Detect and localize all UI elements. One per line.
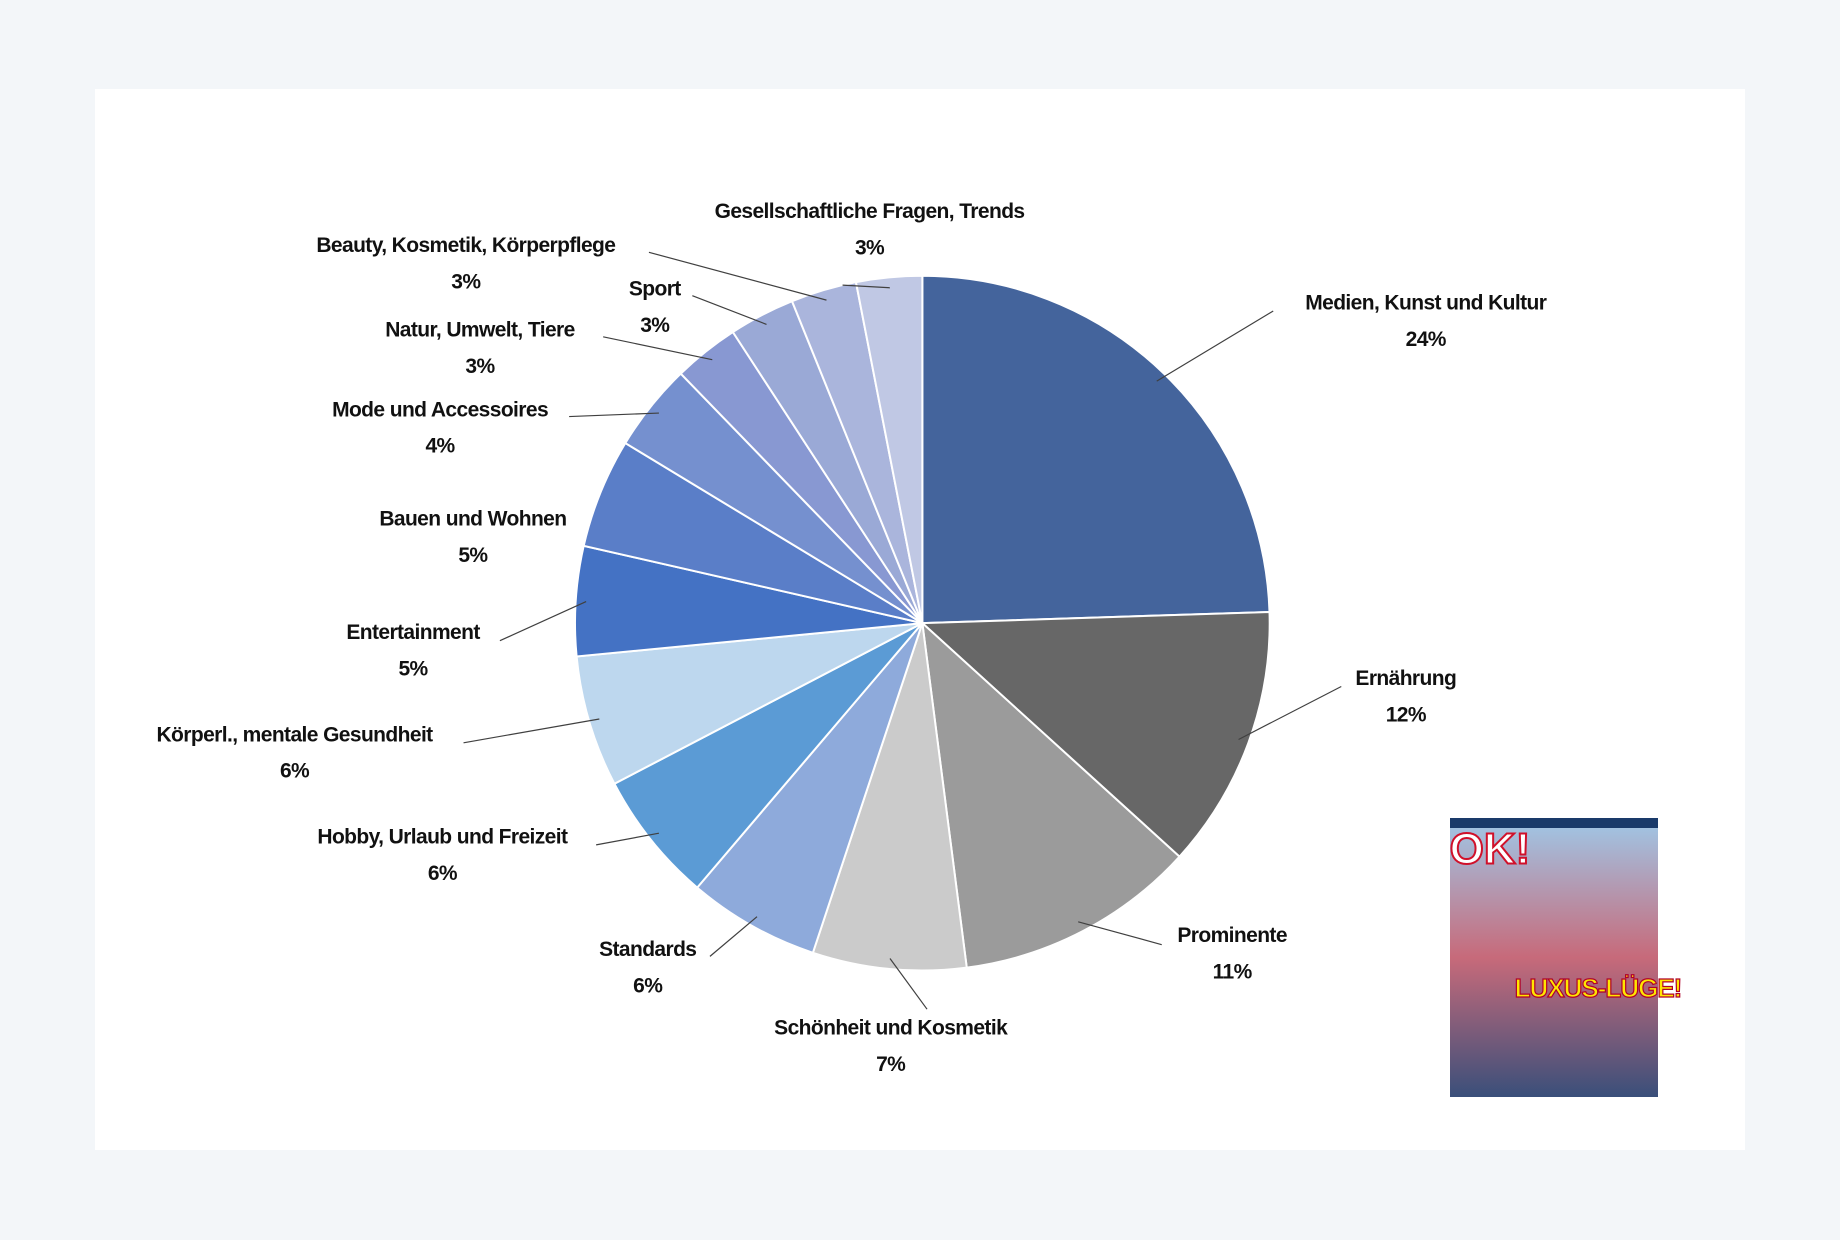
slice-value: 3% <box>451 270 481 293</box>
slice-value: 6% <box>280 760 310 783</box>
cover-logo: OK! <box>1450 825 1531 874</box>
slice-value: 4% <box>425 435 455 458</box>
leader-line <box>596 832 660 846</box>
cover-band <box>1450 818 1658 828</box>
slice-label: Entertainment <box>346 621 480 644</box>
slice-value: 5% <box>398 658 428 681</box>
pie-slice <box>921 274 1271 625</box>
slice-value: 6% <box>633 974 663 997</box>
slice-value: 3% <box>640 314 670 337</box>
slice-label: Beauty, Kosmetik, Körperpflege <box>316 234 615 257</box>
leader-line <box>1238 685 1342 741</box>
leader-line <box>709 916 758 957</box>
leader-line <box>499 600 587 642</box>
slice-label: Standards <box>599 938 696 961</box>
pie-slice <box>921 620 1181 969</box>
slice-label: Körperl., mentale Gesundheit <box>156 723 433 746</box>
slice-label: Medien, Kunst und Kultur <box>1305 291 1547 314</box>
leader-line <box>1156 310 1274 382</box>
leader-line <box>648 251 827 301</box>
slice-label: Mode und Accessoires <box>332 398 548 421</box>
pie-slice <box>575 622 923 786</box>
leader-line <box>692 295 767 325</box>
slice-label: Bauen und Wohnen <box>379 507 566 530</box>
magazine-cover: OK! LUXUS-LÜGE! <box>1449 818 1683 1097</box>
slice-value: 3% <box>855 236 885 259</box>
leader-line <box>889 958 928 1010</box>
slice-value: 6% <box>428 862 458 885</box>
leader-line <box>463 718 600 744</box>
pie-slice <box>695 622 924 955</box>
leader-line <box>569 412 659 418</box>
pie-slice <box>811 622 968 972</box>
pie-slice <box>919 610 1271 859</box>
slice-value: 11% <box>1213 960 1253 983</box>
cover-headline: LUXUS-LÜGE! <box>1515 973 1682 1003</box>
slice-label: Schönheit und Kosmetik <box>774 1017 1008 1040</box>
slice-label: Sport <box>629 277 681 300</box>
slice-label: Prominente <box>1177 924 1287 947</box>
slice-label: Hobby, Urlaub und Freizeit <box>317 825 568 848</box>
slice-value: 5% <box>458 544 488 567</box>
leader-line <box>1078 921 1162 946</box>
slice-value: 3% <box>465 355 495 378</box>
cover-image <box>1450 818 1658 1097</box>
slice-value: 12% <box>1386 703 1427 726</box>
slice-value: 7% <box>876 1053 906 1076</box>
slice-value: 24% <box>1406 328 1447 351</box>
slice-label: Ernährung <box>1355 667 1456 690</box>
pie-slice <box>854 274 924 624</box>
leader-line <box>603 336 713 361</box>
leader-line <box>842 284 891 289</box>
pie-slice <box>613 622 924 890</box>
slice-label: Gesellschaftliche Fragen, Trends <box>715 200 1025 223</box>
slice-label: Natur, Umwelt, Tiere <box>385 318 575 341</box>
